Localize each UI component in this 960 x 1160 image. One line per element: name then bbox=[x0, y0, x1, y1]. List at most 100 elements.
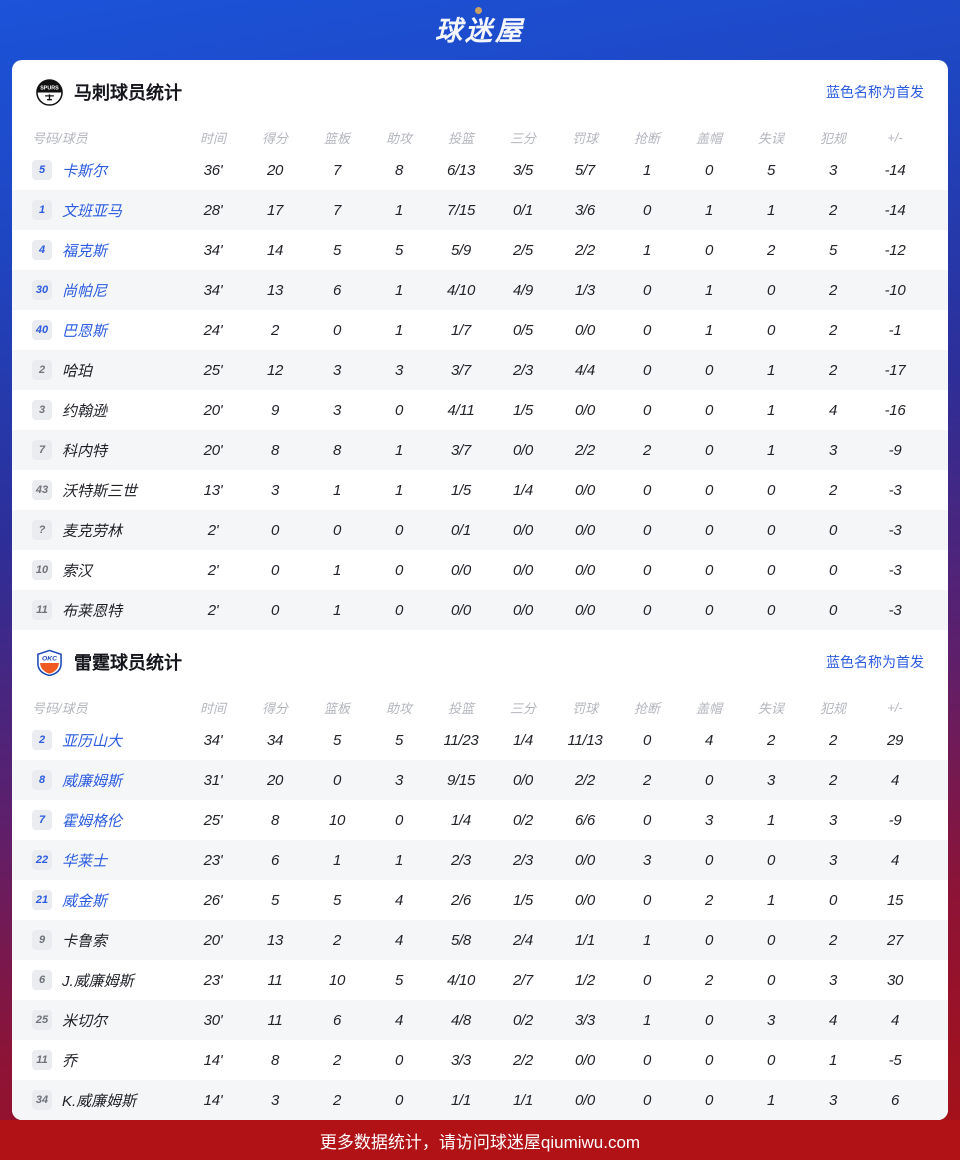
player-name[interactable]: 沃特斯三世 bbox=[62, 482, 138, 500]
stat-cell: 0/0 bbox=[513, 561, 533, 579]
stat-cell: 0 bbox=[642, 361, 652, 379]
stat-cell: 2 bbox=[332, 931, 342, 949]
player-name[interactable]: 巴恩斯 bbox=[62, 322, 108, 340]
stat-cell: 0/0 bbox=[575, 401, 595, 419]
stat-cell: -3 bbox=[888, 481, 902, 499]
stat-cell: 2 bbox=[828, 481, 838, 499]
stat-cell: 0/0 bbox=[575, 521, 595, 539]
player-name[interactable]: 布莱恩特 bbox=[62, 602, 123, 620]
stat-cell: 0 bbox=[766, 1051, 776, 1069]
stat-cell: 3 bbox=[766, 1011, 776, 1029]
player-name[interactable]: 福克斯 bbox=[62, 242, 108, 260]
jersey-number-badge: ? bbox=[32, 520, 52, 540]
stat-cell: 1 bbox=[642, 241, 652, 259]
stat-cell: 0/0 bbox=[451, 601, 471, 619]
stat-cell: 6 bbox=[890, 1091, 900, 1109]
column-header-8: 抢断 bbox=[633, 130, 660, 146]
jersey-number-badge: 40 bbox=[32, 320, 52, 340]
stat-cell: 0 bbox=[704, 561, 714, 579]
stat-cell: 3 bbox=[828, 971, 838, 989]
player-cell: 43 沃特斯三世 bbox=[32, 480, 182, 501]
stat-cell: 0 bbox=[704, 601, 714, 619]
stat-cell: 1 bbox=[394, 441, 404, 459]
stat-cell: 2 bbox=[642, 441, 652, 459]
player-row: 21 威金斯 26' 5 5 4 2/6 1/5 0/0 0 2 1 0 15 bbox=[12, 880, 948, 920]
player-name[interactable]: 尚帕尼 bbox=[62, 282, 108, 300]
stat-cell: 3/3 bbox=[451, 1051, 471, 1069]
stat-cell: 0 bbox=[642, 601, 652, 619]
stat-cell: 1/1 bbox=[513, 1091, 533, 1109]
stat-cell: 34' bbox=[203, 731, 223, 749]
stat-cell: 0 bbox=[704, 361, 714, 379]
stat-cell: 0 bbox=[704, 771, 714, 789]
column-header-1: 时间 bbox=[199, 130, 226, 146]
jersey-number-badge: 34 bbox=[32, 1090, 52, 1110]
player-name[interactable]: 米切尔 bbox=[62, 1012, 108, 1030]
stat-cell: 23' bbox=[203, 971, 223, 989]
stat-cell: 13 bbox=[266, 931, 284, 949]
stat-cell: 0 bbox=[642, 811, 652, 829]
player-name[interactable]: 文班亚马 bbox=[62, 202, 123, 220]
stat-cell: 1 bbox=[766, 891, 776, 909]
stat-cell: 1/5 bbox=[451, 481, 471, 499]
player-name[interactable]: 索汉 bbox=[62, 562, 93, 580]
player-name[interactable]: 麦克劳林 bbox=[62, 522, 123, 540]
player-row: 6 J.威廉姆斯 23' 11 10 5 4/10 2/7 1/2 0 2 0 3 30 bbox=[12, 960, 948, 1000]
stat-cell: 7 bbox=[332, 161, 342, 179]
player-name[interactable]: J.威廉姆斯 bbox=[62, 972, 134, 990]
stat-cell: 4 bbox=[890, 1011, 900, 1029]
stat-cell: 0/0 bbox=[575, 481, 595, 499]
stat-cell: 4/8 bbox=[451, 1011, 471, 1029]
stat-cell: 29 bbox=[886, 731, 904, 749]
stat-cell: 0 bbox=[642, 1091, 652, 1109]
jersey-number-badge: 2 bbox=[32, 360, 52, 380]
stat-cell: 2' bbox=[207, 521, 219, 539]
stat-cell: 2 bbox=[270, 321, 280, 339]
player-name[interactable]: 华莱士 bbox=[62, 852, 108, 870]
player-cell: 5 卡斯尔 bbox=[32, 160, 182, 181]
player-cell: 8 威廉姆斯 bbox=[32, 770, 182, 791]
stat-cell: 0 bbox=[332, 771, 342, 789]
player-name[interactable]: 哈珀 bbox=[62, 362, 93, 380]
jersey-number-badge: 30 bbox=[32, 280, 52, 300]
stat-cell: 2/2 bbox=[575, 441, 595, 459]
player-name[interactable]: 卡鲁索 bbox=[62, 932, 108, 950]
player-name[interactable]: 亚历山大 bbox=[62, 732, 123, 750]
player-name[interactable]: 威廉姆斯 bbox=[62, 772, 123, 790]
stat-cell: 4/10 bbox=[447, 971, 475, 989]
player-name[interactable]: 约翰逊 bbox=[62, 402, 108, 420]
stat-cell: 2/7 bbox=[513, 971, 533, 989]
player-name[interactable]: 乔 bbox=[62, 1052, 78, 1070]
stat-cell: 0/0 bbox=[575, 321, 595, 339]
player-name[interactable]: 卡斯尔 bbox=[62, 162, 108, 180]
stat-cell: 0 bbox=[704, 931, 714, 949]
stat-cell: 0 bbox=[394, 1091, 404, 1109]
stat-cell: 0 bbox=[766, 601, 776, 619]
stat-cell: 5 bbox=[828, 241, 838, 259]
player-name[interactable]: 科内特 bbox=[62, 442, 108, 460]
player-name[interactable]: 霍姆格伦 bbox=[62, 812, 123, 830]
column-header-3: 篮板 bbox=[323, 700, 350, 716]
stat-cell: 0 bbox=[766, 561, 776, 579]
jersey-number-badge: 2 bbox=[32, 730, 52, 750]
stat-cell: 6/13 bbox=[447, 161, 475, 179]
stat-cell: 3/7 bbox=[451, 361, 471, 379]
stat-cell: 0 bbox=[766, 971, 776, 989]
stat-cell: 26' bbox=[203, 891, 223, 909]
stat-cell: -17 bbox=[884, 361, 906, 379]
stat-cell: 11 bbox=[267, 1011, 283, 1029]
column-header-0: 号码/球员 bbox=[32, 130, 88, 146]
stat-cell: 2/6 bbox=[451, 891, 471, 909]
player-name[interactable]: 威金斯 bbox=[62, 892, 108, 910]
player-row: 3 约翰逊 20' 9 3 0 4/11 1/5 0/0 0 0 1 4 -16 bbox=[12, 390, 948, 430]
player-cell: 25 米切尔 bbox=[32, 1010, 182, 1031]
player-row: 30 尚帕尼 34' 13 6 1 4/10 4/9 1/3 0 1 0 2 -10 bbox=[12, 270, 948, 310]
player-name[interactable]: K.威廉姆斯 bbox=[62, 1092, 137, 1110]
svg-text:OKC: OKC bbox=[42, 655, 57, 662]
stat-cell: 13 bbox=[266, 281, 284, 299]
stat-cell: 8 bbox=[332, 441, 342, 459]
jersey-number-badge: 11 bbox=[32, 600, 52, 620]
stat-cell: 0 bbox=[642, 401, 652, 419]
stat-cell: 5 bbox=[766, 161, 776, 179]
stat-cell: 1 bbox=[642, 1011, 652, 1029]
